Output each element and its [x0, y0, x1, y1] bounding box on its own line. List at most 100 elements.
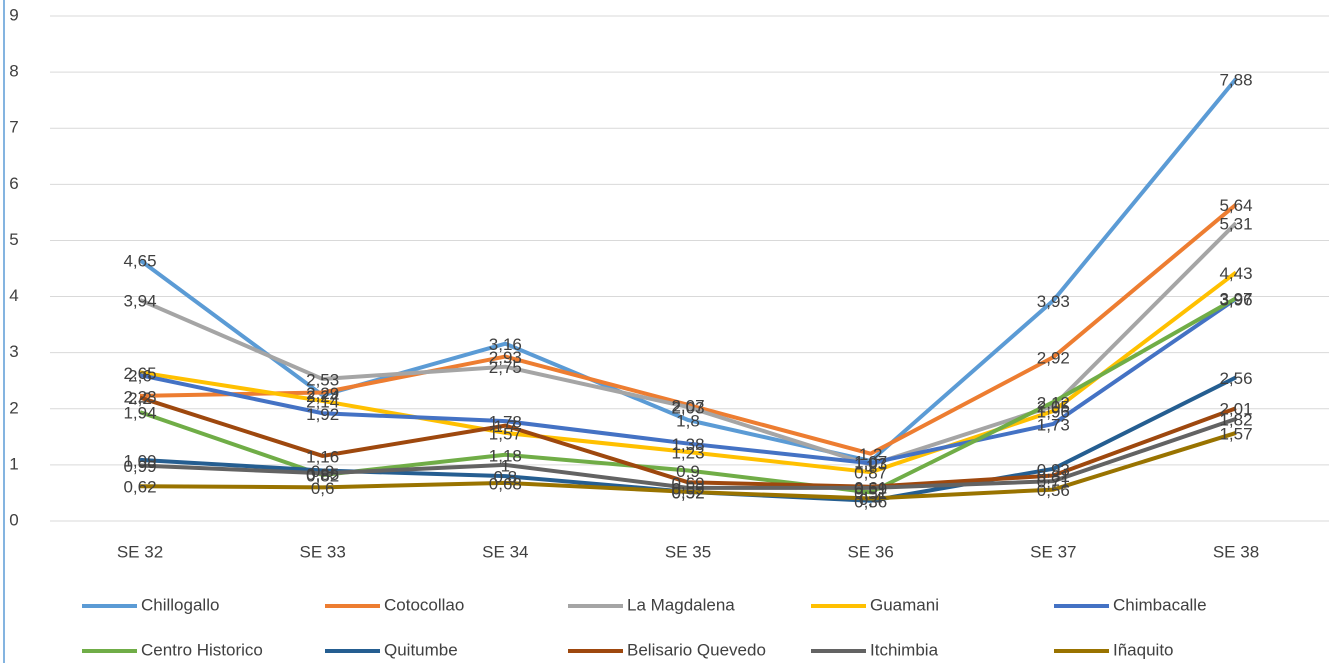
data-label: 1,92 [306, 405, 339, 424]
data-label: 3,97 [1219, 290, 1252, 309]
data-label: 0,6 [311, 479, 335, 498]
legend-label: Guamani [870, 595, 939, 614]
y-tick-label: 3 [9, 342, 18, 361]
data-label: 0,99 [123, 457, 156, 476]
data-label: 1,8 [676, 411, 700, 430]
x-tick-label: SE 38 [1213, 542, 1259, 561]
data-label: 1,2 [859, 445, 883, 464]
data-label: 0,93 [1037, 460, 1070, 479]
data-label: 0,4 [859, 490, 883, 509]
data-label: 2,29 [306, 384, 339, 403]
data-label: 0,59 [854, 479, 887, 498]
legend-label: Chimbacalle [1113, 595, 1207, 614]
legend-label: Belisario Quevedo [627, 640, 766, 659]
data-label: 1,57 [489, 424, 522, 443]
y-tick-label: 0 [9, 510, 18, 529]
series-line [139, 297, 1238, 466]
data-label: 0,52 [671, 483, 704, 502]
data-label: 1,57 [1219, 424, 1252, 443]
y-tick-label: 8 [9, 62, 18, 81]
x-tick-label: SE 37 [1030, 542, 1076, 561]
data-label: 1,16 [306, 447, 339, 466]
data-label: 3,96 [1219, 290, 1252, 309]
data-label: 0,62 [123, 478, 156, 497]
data-label: 2,14 [306, 392, 339, 411]
legend-label: Quitumbe [384, 640, 458, 659]
data-label: 1,7 [494, 417, 518, 436]
data-label: 0,87 [854, 464, 887, 483]
series-line [139, 221, 1238, 467]
y-tick-label: 1 [9, 454, 18, 473]
data-label: 3,93 [1037, 292, 1070, 311]
series-line [139, 430, 1237, 501]
y-tick-label: 6 [9, 174, 18, 193]
data-label: 0,59 [671, 479, 704, 498]
data-label: 0,85 [306, 465, 339, 484]
series-line [139, 395, 1237, 489]
data-label: 0,56 [1037, 481, 1070, 500]
legend-label: Chillogallo [141, 595, 219, 614]
data-label: 1,07 [854, 452, 887, 471]
data-label: 0,82 [306, 466, 339, 485]
y-tick-label: 2 [9, 398, 18, 417]
series-line [139, 416, 1237, 490]
data-label: 4,43 [1219, 264, 1252, 283]
legend-label: La Magdalena [627, 595, 735, 614]
x-tick-label: SE 34 [482, 542, 528, 561]
data-label: 1,23 [671, 443, 704, 462]
data-label: 1,78 [489, 413, 522, 432]
data-label: 0,68 [489, 474, 522, 493]
data-label: 7,88 [1219, 70, 1252, 89]
data-label: 2,01 [1219, 400, 1252, 419]
data-label: 4,65 [123, 252, 156, 271]
data-label: 0,71 [1037, 473, 1070, 492]
data-label: 0,51 [854, 484, 887, 503]
data-label: 1,73 [1037, 415, 1070, 434]
series-line [139, 202, 1238, 456]
x-tick-label: SE 36 [848, 542, 894, 561]
data-label: 1,94 [123, 404, 156, 423]
legend-label: Iñaquito [1113, 640, 1174, 659]
data-label: 1,38 [671, 435, 704, 454]
y-tick-label: 7 [9, 118, 18, 137]
data-label: 0,9 [676, 462, 700, 481]
data-label: 2,05 [1037, 397, 1070, 416]
data-label: 1,09 [123, 451, 156, 470]
data-label: 2,24 [306, 387, 339, 406]
data-label: 3,94 [123, 291, 156, 310]
data-label: 2,53 [306, 371, 339, 390]
data-label: 0,81 [1037, 467, 1070, 486]
data-label: 2,65 [123, 364, 156, 383]
series-line [139, 270, 1238, 475]
data-label: 2,56 [1219, 369, 1252, 388]
data-label: 0,8 [494, 468, 518, 487]
y-tick-label: 4 [9, 286, 18, 305]
data-label: 0,36 [854, 492, 887, 511]
series-line [138, 77, 1238, 463]
data-label: 2,75 [489, 358, 522, 377]
data-label: 5,64 [1219, 196, 1252, 215]
legend-label: Centro Historico [141, 640, 263, 659]
data-label: 2,03 [671, 399, 704, 418]
data-label: 1,18 [489, 446, 522, 465]
data-label: 0,9 [311, 462, 335, 481]
data-label: 2,2 [128, 389, 152, 408]
data-label: 2,07 [671, 396, 704, 415]
data-label: 2,93 [489, 348, 522, 367]
x-tick-label: SE 33 [300, 542, 346, 561]
y-tick-label: 5 [9, 230, 18, 249]
data-label: 1,82 [1219, 410, 1252, 429]
y-tick-label: 9 [9, 5, 18, 24]
data-label: 2,6 [128, 367, 152, 386]
data-label: 0,61 [854, 478, 887, 497]
data-label: 1 [501, 456, 510, 475]
data-label: 0,52 [671, 483, 704, 502]
legend-label: Itchimbia [870, 640, 939, 659]
data-label: 3,16 [489, 335, 522, 354]
data-label: 1,03 [854, 455, 887, 474]
data-label: 2,92 [1037, 349, 1070, 368]
x-tick-label: SE 32 [117, 542, 163, 561]
data-label: 2,23 [123, 387, 156, 406]
